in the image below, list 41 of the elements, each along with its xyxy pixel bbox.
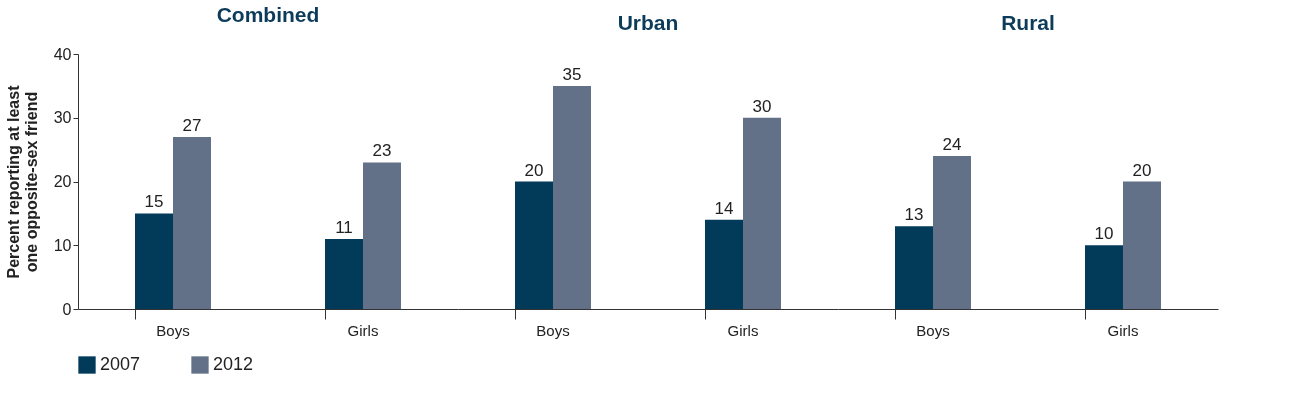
data-label: 23 (372, 141, 392, 161)
y-tick-label: 0 (62, 300, 72, 318)
data-label: 10 (1094, 224, 1114, 244)
bar (325, 238, 363, 309)
data-label: 35 (562, 64, 582, 84)
bar (173, 136, 211, 309)
data-label: 20 (524, 160, 544, 180)
bar (515, 181, 553, 309)
data-label: 27 (182, 115, 202, 135)
data-label: 15 (144, 192, 164, 212)
data-label: 11 (335, 217, 353, 237)
bar (705, 219, 743, 309)
data-label: 13 (904, 205, 924, 225)
data-label: 20 (1132, 160, 1152, 180)
data-label: 14 (714, 198, 734, 218)
y-tick-label: 30 (53, 109, 72, 127)
bar (895, 226, 933, 309)
x-tick-label: Girls (727, 321, 759, 339)
bar (1085, 245, 1123, 309)
x-tick-label: Boys (916, 321, 950, 339)
bar (135, 213, 173, 309)
data-label: 24 (942, 135, 962, 154)
y-axis-title: Percent reporting at least one opposite-sex friend (4, 84, 40, 279)
chart-title: Urban (617, 11, 679, 34)
bar (743, 117, 781, 309)
y-tick-label: 10 (53, 236, 72, 254)
bar (553, 85, 591, 309)
x-tick-label: Girls (1107, 321, 1139, 339)
data-label: 30 (752, 96, 772, 116)
x-tick-label: Boys (156, 321, 190, 339)
legend-label: 2007 (100, 354, 141, 374)
chart-title: Rural (1001, 11, 1055, 34)
legend-label: 2012 (213, 354, 254, 374)
x-tick-label: Boys (536, 321, 570, 339)
bar (363, 162, 401, 309)
y-tick-label: 20 (53, 173, 72, 190)
bar (933, 156, 971, 309)
y-tick-label: 40 (53, 45, 72, 63)
bar (1123, 181, 1161, 309)
x-tick-label: Girls (347, 321, 379, 339)
chart-title: Combined (216, 3, 320, 26)
